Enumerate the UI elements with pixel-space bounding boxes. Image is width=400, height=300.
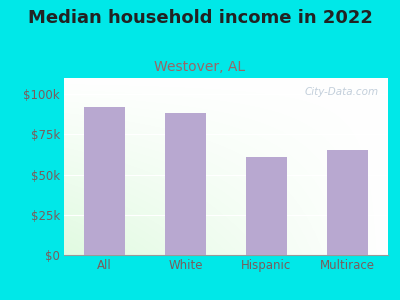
Bar bbox=[246, 157, 287, 255]
Bar bbox=[327, 150, 368, 255]
Bar bbox=[165, 113, 206, 255]
Text: Westover, AL: Westover, AL bbox=[154, 60, 246, 74]
Text: City-Data.com: City-Data.com bbox=[304, 87, 378, 97]
Text: Median household income in 2022: Median household income in 2022 bbox=[28, 9, 372, 27]
Bar bbox=[84, 107, 125, 255]
